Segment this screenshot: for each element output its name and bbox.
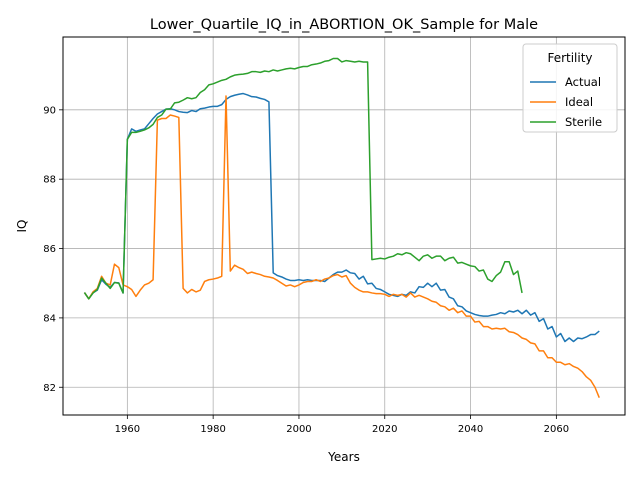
legend-title: Fertility — [547, 51, 592, 65]
chart-title: Lower_Quartile_IQ_in_ABORTION_OK_Sample … — [150, 17, 538, 33]
axis-ticks: 1960 1980 2000 2020 2040 2060 82 84 86 88 90 — [43, 105, 569, 435]
x-tick-label: 2040 — [458, 424, 483, 435]
y-axis-label: IQ — [15, 220, 29, 233]
legend-box — [522, 43, 618, 133]
legend-label-ideal: Ideal — [565, 95, 593, 109]
x-tick-label: 1960 — [115, 424, 140, 435]
plot-area-frame — [62, 36, 626, 416]
x-tick-label: 1980 — [200, 424, 225, 435]
y-tick-label: 86 — [43, 244, 56, 255]
series-line-ideal — [83, 95, 600, 398]
x-axis-label: Years — [327, 450, 360, 464]
series-line-sterile — [83, 57, 523, 300]
x-tick-label: 2020 — [372, 424, 397, 435]
x-tick-label: 2060 — [544, 424, 569, 435]
x-tick-label: 2000 — [286, 424, 311, 435]
y-tick-label: 90 — [43, 105, 56, 116]
y-tick-label: 88 — [43, 175, 56, 186]
y-tick-label: 84 — [43, 313, 56, 324]
y-tick-label: 82 — [43, 383, 56, 394]
series-lines — [83, 57, 600, 398]
legend-label-actual: Actual — [565, 75, 601, 89]
legend-label-sterile: Sterile — [565, 115, 602, 129]
legend-entries: Actual Ideal Sterile — [530, 75, 602, 129]
legend: Fertility Actual Ideal Sterile — [522, 43, 618, 133]
